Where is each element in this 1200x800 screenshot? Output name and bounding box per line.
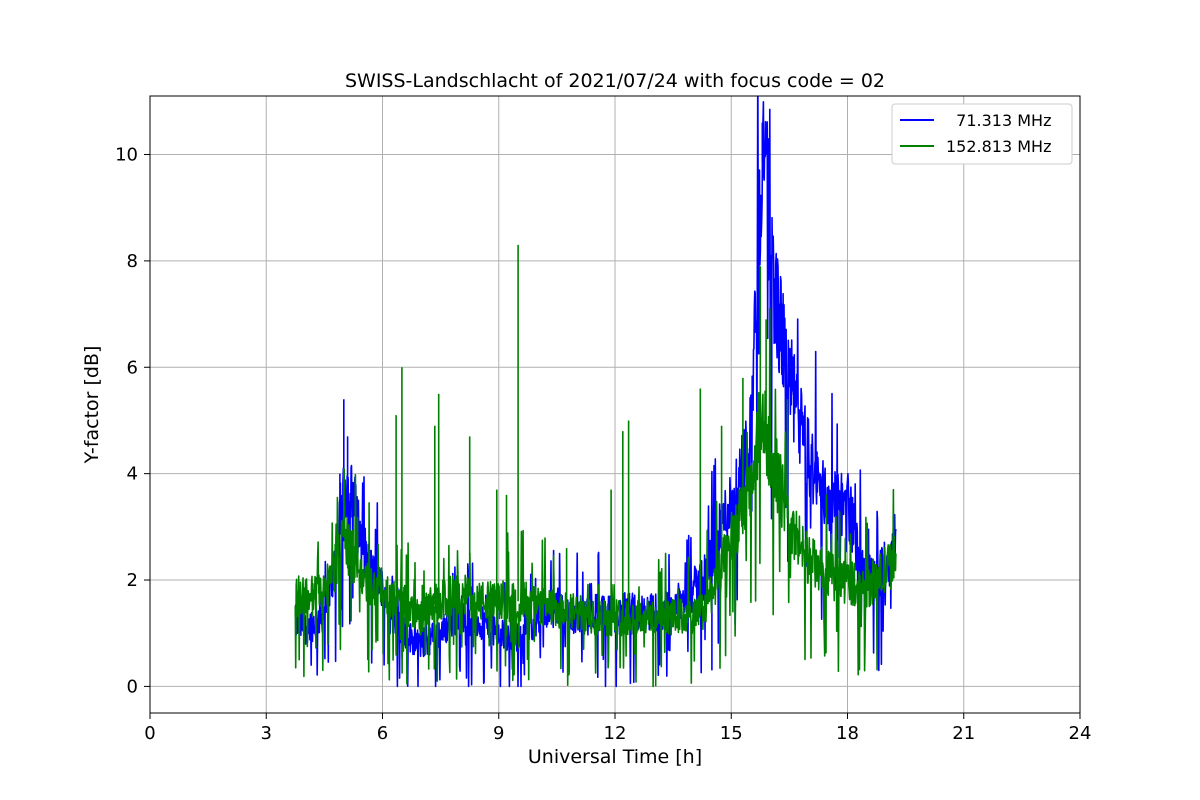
y-tick-label: 10 — [115, 145, 138, 166]
x-tick-label: 15 — [720, 723, 743, 744]
x-tick-label: 6 — [377, 723, 388, 744]
legend-label-71mhz: 71.313 MHz — [946, 111, 1051, 130]
series-layer — [294, 96, 897, 688]
series-line-1 — [294, 244, 897, 688]
x-tick-label: 21 — [952, 723, 975, 744]
legend-box — [891, 103, 1073, 165]
chart-title: SWISS-Landschlacht of 2021/07/24 with fo… — [345, 70, 885, 92]
series-line-0 — [294, 96, 897, 688]
y-tick-label: 0 — [127, 676, 138, 697]
x-tick-label: 0 — [144, 723, 155, 744]
x-tick-label: 24 — [1069, 723, 1092, 744]
x-tick-label: 3 — [261, 723, 272, 744]
y-tick-label: 8 — [127, 251, 138, 272]
x-axis-label: Universal Time [h] — [528, 746, 702, 768]
legend: 71.313 MHz 152.813 MHz — [891, 103, 1073, 165]
y-axis-label: Y-factor [dB] — [81, 346, 103, 465]
x-tick-label: 9 — [493, 723, 504, 744]
legend-label-152mhz: 152.813 MHz — [946, 137, 1051, 156]
y-tick-label: 4 — [127, 464, 138, 485]
x-tick-label: 12 — [604, 723, 627, 744]
y-tick-label: 2 — [127, 570, 138, 591]
x-tick-label: 18 — [836, 723, 859, 744]
y-tick-label: 6 — [127, 357, 138, 378]
